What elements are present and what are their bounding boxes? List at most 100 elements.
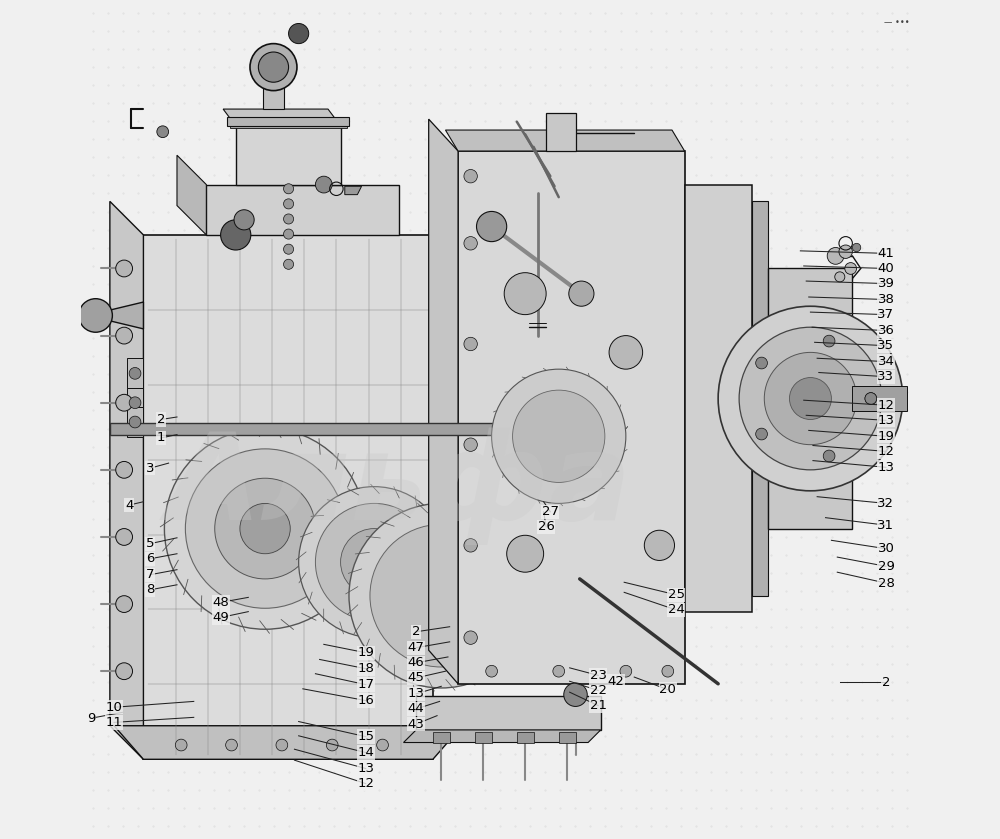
Text: 13: 13 [877,414,894,427]
Polygon shape [127,407,143,437]
Circle shape [718,306,903,491]
Polygon shape [110,201,143,759]
Polygon shape [206,185,399,235]
Circle shape [464,237,477,250]
Circle shape [662,665,674,677]
Text: 8: 8 [146,583,154,597]
Circle shape [464,631,477,644]
Polygon shape [445,130,685,151]
Polygon shape [517,732,534,743]
Text: 44: 44 [408,702,424,716]
Circle shape [341,529,408,596]
Circle shape [284,244,294,254]
Circle shape [284,199,294,209]
Text: 13: 13 [408,687,425,701]
Circle shape [116,596,133,612]
Circle shape [157,126,169,138]
Text: 6: 6 [146,552,154,565]
Text: 33: 33 [877,370,894,383]
Circle shape [250,44,297,91]
Text: 35: 35 [877,339,894,352]
Circle shape [504,273,546,315]
Circle shape [215,478,315,579]
Circle shape [486,665,497,677]
Circle shape [129,416,141,428]
Text: 29: 29 [878,560,894,573]
Circle shape [513,390,605,482]
Circle shape [764,352,857,445]
Text: 37: 37 [877,308,894,321]
Circle shape [326,739,338,751]
Text: 27: 27 [542,505,559,519]
Circle shape [258,52,289,82]
Circle shape [789,378,831,420]
Polygon shape [143,235,433,759]
Text: 46: 46 [408,656,424,670]
Text: 36: 36 [878,324,894,337]
Text: 12: 12 [357,777,374,790]
Circle shape [299,487,450,638]
Text: 7: 7 [146,568,154,581]
Circle shape [464,337,477,351]
Text: 34: 34 [878,355,894,368]
Circle shape [185,449,345,608]
Text: 14: 14 [357,746,374,759]
Circle shape [276,739,288,751]
Circle shape [129,367,141,379]
Text: 31: 31 [877,519,894,532]
Text: 19: 19 [878,430,894,443]
Circle shape [234,210,254,230]
Polygon shape [127,388,143,418]
Text: 17: 17 [357,678,374,691]
Text: 43: 43 [408,717,425,731]
Polygon shape [101,302,143,329]
Text: 9: 9 [87,711,96,725]
Text: 28: 28 [878,576,894,590]
Circle shape [569,281,594,306]
Circle shape [865,393,877,404]
Circle shape [553,665,565,677]
Text: 20: 20 [659,683,676,696]
Circle shape [756,357,767,369]
Circle shape [756,428,767,440]
Text: 2: 2 [157,413,165,426]
Text: 30: 30 [878,542,894,555]
Text: 26: 26 [538,520,555,534]
Circle shape [116,327,133,344]
Text: 22: 22 [590,684,607,697]
Circle shape [315,503,433,621]
Text: 47: 47 [408,641,425,654]
Circle shape [564,683,587,706]
Circle shape [116,461,133,478]
Text: 16: 16 [357,694,374,707]
Circle shape [175,739,187,751]
Circle shape [827,248,844,264]
Text: 23: 23 [590,669,607,682]
Text: 4: 4 [125,498,133,512]
Text: 39: 39 [878,277,894,290]
Text: 13: 13 [877,461,894,474]
Circle shape [644,530,675,560]
Text: 1: 1 [157,431,165,445]
Polygon shape [458,151,685,684]
Polygon shape [433,732,450,743]
Text: 15: 15 [357,730,374,743]
Text: 2: 2 [882,675,890,689]
Text: 10: 10 [106,701,122,714]
Circle shape [464,539,477,552]
Polygon shape [768,268,852,529]
Polygon shape [416,696,601,730]
Text: 32: 32 [877,497,894,510]
Circle shape [315,176,332,193]
Circle shape [240,503,290,554]
Circle shape [823,450,835,461]
Circle shape [835,272,845,282]
Circle shape [129,397,141,409]
Circle shape [284,184,294,194]
Circle shape [492,369,626,503]
Circle shape [620,665,632,677]
Text: 13: 13 [357,762,374,775]
Polygon shape [429,119,458,684]
Circle shape [284,214,294,224]
Circle shape [852,243,861,252]
